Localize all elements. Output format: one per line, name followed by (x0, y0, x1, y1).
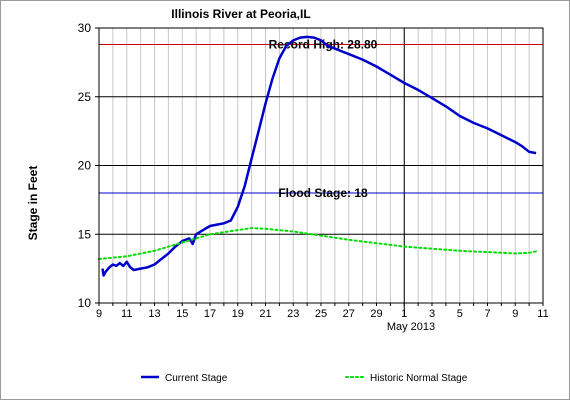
x-tick-label: 13 (148, 308, 160, 320)
y-tick-label: 25 (78, 90, 92, 104)
x-tick-label: 27 (343, 308, 355, 320)
y-axis-label: Stage in Feet (26, 166, 40, 241)
y-tick-label: 30 (78, 21, 92, 35)
plot-area-border (98, 27, 544, 304)
legend: Current Stage Historic Normal Stage (141, 373, 468, 384)
x-tick-label: 7 (484, 308, 490, 320)
x-tick-label: 5 (457, 308, 463, 320)
legend-label: Historic Normal Stage (370, 373, 468, 384)
x-tick-label: 9 (512, 308, 518, 320)
x-tick-label: 11 (537, 308, 548, 320)
grid (98, 27, 544, 317)
x-tick-label: 3 (429, 308, 435, 320)
x-tick-label: 15 (176, 308, 188, 320)
x-tick-label: 9 (96, 308, 102, 320)
series-lines (98, 35, 538, 277)
chart-title: Illinois River at Peoria,IL (171, 7, 310, 21)
legend-label: Current Stage (165, 373, 228, 384)
x-tick-label: 1 (401, 308, 407, 320)
reference-lines: Record High: 28.80 Flood Stage: 18 (99, 38, 543, 200)
x-tick-label: 19 (232, 308, 244, 320)
x-tick-label: 23 (287, 308, 299, 320)
y-tick-label: 10 (78, 296, 92, 310)
x-tick-label: 17 (204, 308, 216, 320)
x-tick-label: 11 (121, 308, 132, 320)
x-tick-label: 29 (370, 308, 382, 320)
reference-line-label: Record High: 28.80 (269, 38, 378, 52)
month-label: May 2013 (387, 321, 435, 333)
x-tick-label: 25 (315, 308, 327, 320)
x-tick-label: 21 (259, 308, 271, 320)
historic-normal-stage-line (98, 227, 538, 260)
y-tick-label: 20 (78, 159, 92, 173)
y-tick-label: 15 (78, 227, 92, 241)
reference-line-label: Flood Stage: 18 (278, 186, 368, 200)
current-stage-line (101, 35, 537, 277)
